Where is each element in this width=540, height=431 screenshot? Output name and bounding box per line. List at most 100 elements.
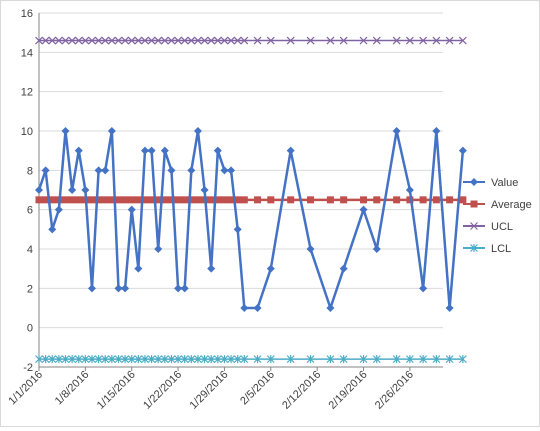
data-point-marker (148, 196, 156, 204)
x-tick-label: 2/5/2016 (238, 369, 277, 408)
y-axis: -2 0 2 4 6 8 10 12 14 16 (21, 8, 40, 374)
data-point-marker (174, 36, 183, 45)
data-point-marker (214, 196, 222, 204)
data-point-marker (419, 355, 428, 364)
data-point-marker (141, 355, 149, 364)
data-point-marker (154, 355, 163, 364)
data-point-marker (286, 36, 295, 45)
x-tick-label: 1/1/2016 (6, 369, 45, 408)
data-point-marker (419, 196, 427, 204)
data-point-marker (458, 36, 467, 45)
data-point-marker (88, 36, 96, 45)
data-point-marker (101, 166, 110, 175)
data-point-marker (220, 166, 229, 175)
data-point-marker (373, 196, 381, 204)
data-point-marker (458, 355, 467, 364)
data-point-marker (393, 196, 401, 204)
data-point-marker (68, 186, 77, 194)
data-point-marker (372, 355, 381, 364)
data-point-marker (134, 196, 142, 204)
x-tick-label: 1/15/2016 (95, 369, 138, 412)
data-point-marker (61, 355, 70, 364)
data-point-marker (74, 36, 83, 45)
data-point-marker (42, 196, 50, 204)
data-point-marker (207, 355, 216, 364)
legend-item-value: Value (463, 177, 518, 189)
legend-item-average: Average (463, 199, 532, 211)
data-point-marker (61, 127, 70, 135)
data-point-marker (306, 245, 315, 253)
data-point-marker (87, 284, 96, 293)
data-point-marker (48, 225, 57, 234)
data-point-marker (240, 355, 249, 364)
data-point-marker (392, 355, 401, 364)
data-point-marker (174, 196, 182, 204)
y-tick-label: 12 (21, 87, 33, 99)
data-point-marker (167, 196, 175, 204)
legend-swatch-marker (470, 178, 478, 186)
data-point-marker (240, 304, 249, 312)
y-tick-label: 14 (21, 47, 33, 59)
data-point-marker (306, 355, 315, 364)
data-point-marker (114, 284, 123, 293)
data-point-marker (340, 196, 348, 204)
data-point-marker (233, 355, 242, 364)
data-point-marker (94, 166, 103, 175)
data-point-marker (253, 355, 262, 364)
data-point-marker (240, 36, 249, 45)
data-point-marker (54, 36, 63, 45)
data-point-marker (266, 264, 275, 273)
data-point-marker (405, 355, 414, 364)
series-ucl (35, 36, 467, 45)
data-point-marker (187, 196, 195, 204)
data-point-marker (220, 36, 229, 45)
data-point-marker (359, 36, 368, 45)
data-point-marker (160, 146, 169, 155)
data-point-marker (180, 355, 189, 364)
data-point-marker (68, 355, 77, 364)
gridlines (39, 12, 443, 368)
data-point-marker (200, 186, 209, 194)
data-point-marker (445, 36, 454, 45)
data-point-marker (266, 355, 275, 364)
data-point-marker (445, 355, 454, 364)
data-point-marker (114, 196, 122, 204)
data-point-marker (128, 196, 136, 204)
data-point-marker (220, 355, 229, 364)
data-point-marker (187, 36, 196, 45)
data-point-marker (339, 264, 348, 273)
data-point-marker (227, 166, 236, 175)
data-point-marker (88, 355, 96, 364)
data-point-marker (307, 196, 315, 204)
data-point-marker (81, 355, 90, 364)
data-point-marker (101, 355, 110, 364)
series-value (35, 127, 467, 312)
data-point-marker (68, 196, 76, 204)
data-point-marker (41, 36, 50, 45)
data-point-marker (233, 225, 242, 234)
data-point-marker (253, 36, 262, 45)
data-point-marker (326, 196, 334, 204)
data-point-marker (141, 36, 149, 45)
x-axis: 1/1/2016 1/8/2016 1/15/2016 1/22/2016 1/29/2… (6, 366, 443, 412)
legend-swatch-marker (470, 244, 478, 252)
data-point-marker (121, 355, 130, 364)
y-tick-label: -2 (23, 362, 33, 374)
data-point-marker (194, 196, 202, 204)
data-point-marker (234, 196, 242, 204)
data-point-marker (48, 196, 56, 204)
x-tick-label: 1/29/2016 (187, 369, 230, 412)
legend-label: Value (491, 177, 518, 189)
data-point-marker (141, 196, 149, 204)
data-point-marker (108, 196, 116, 204)
data-point-marker (147, 146, 156, 155)
x-tick-label: 2/26/2016 (373, 369, 416, 412)
data-point-marker (140, 146, 149, 155)
data-point-marker (134, 36, 143, 45)
data-point-marker (233, 36, 242, 45)
y-tick-label: 16 (21, 8, 33, 20)
data-point-marker (187, 166, 196, 175)
data-point-marker (254, 196, 262, 204)
data-point-marker (392, 36, 401, 45)
